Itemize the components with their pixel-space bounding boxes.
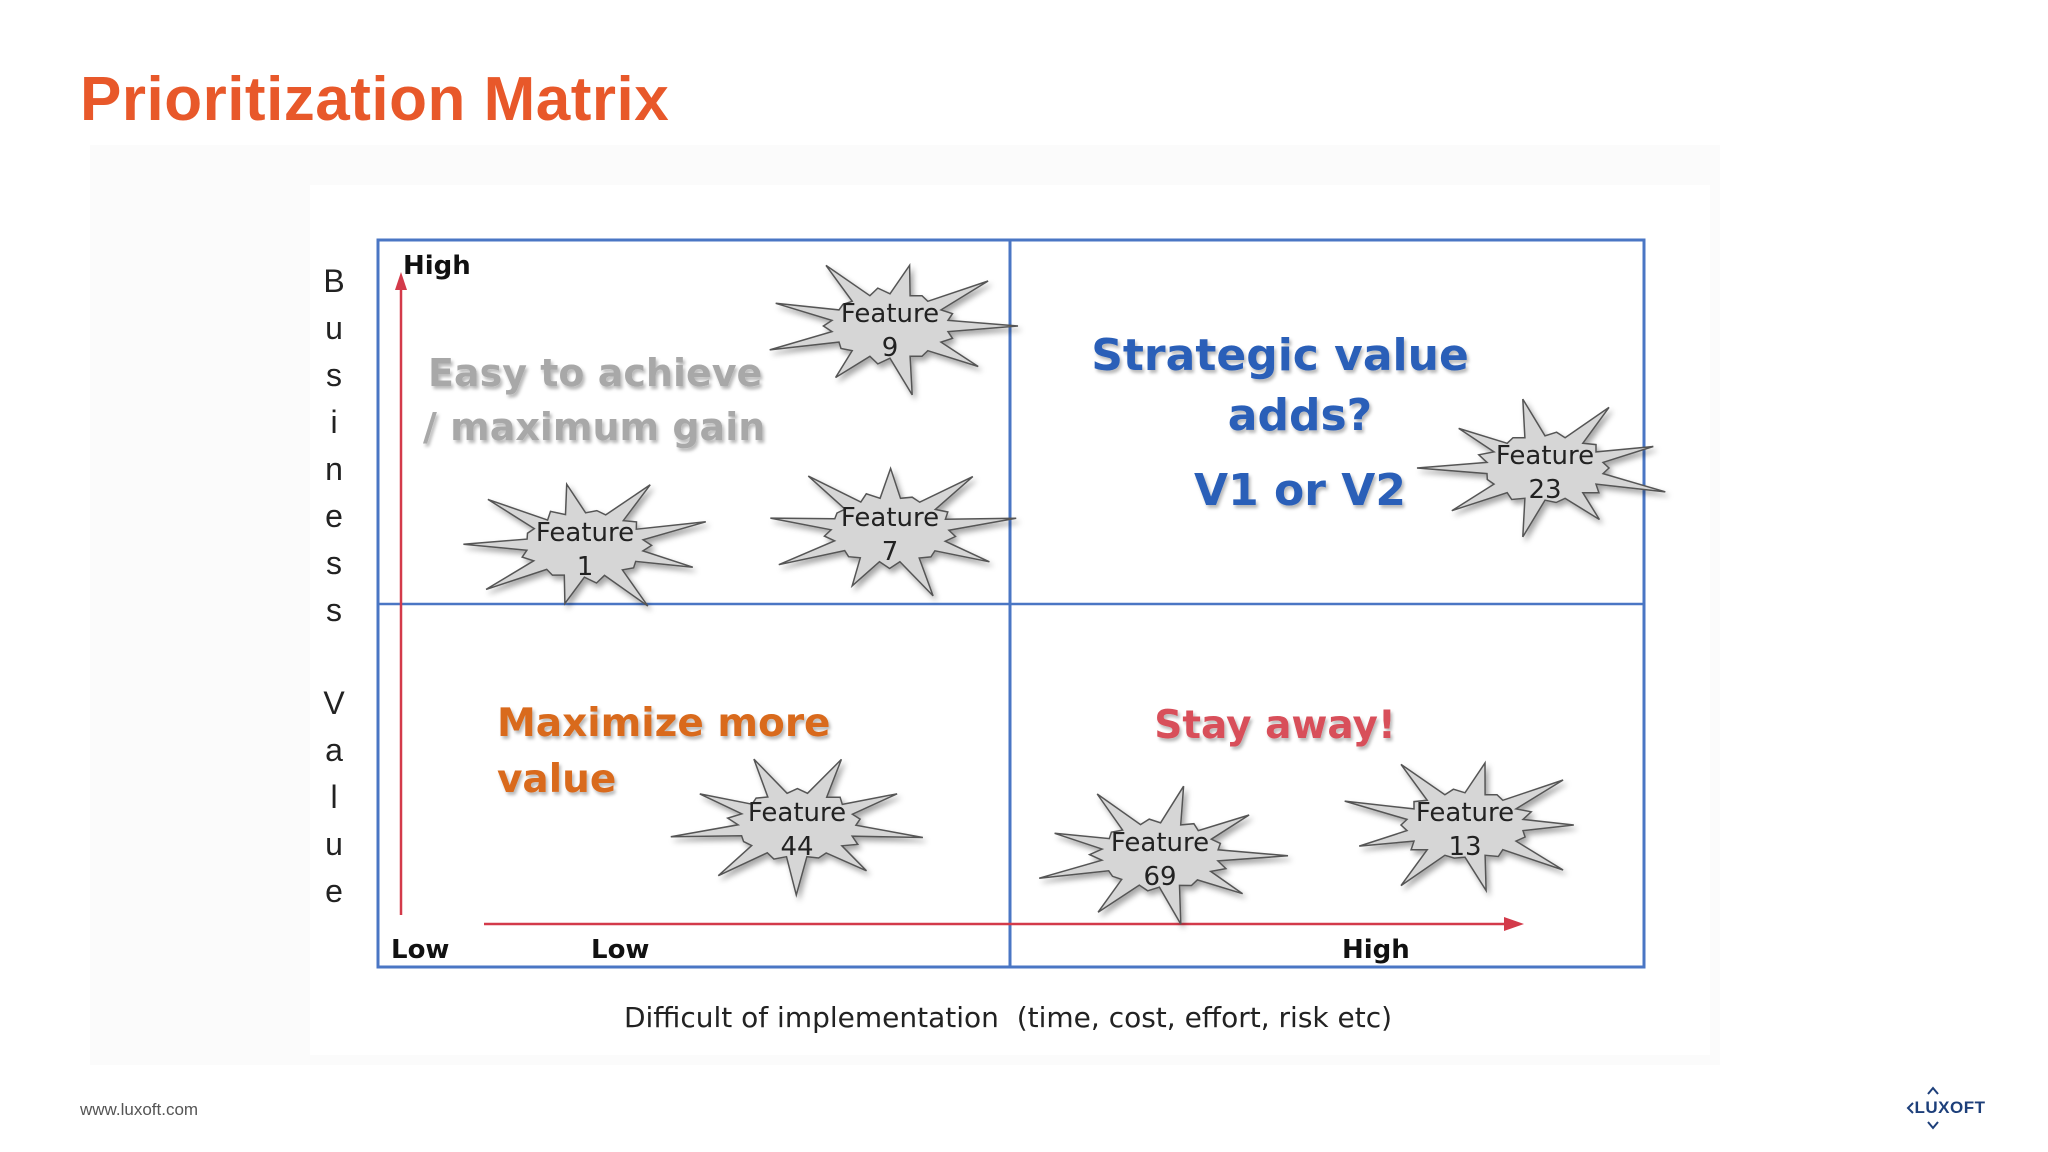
- starburst-shape: [769, 262, 1019, 396]
- y-axis-arrowhead: [395, 272, 407, 290]
- feature-starburst-23: Feature 23: [1416, 398, 1666, 538]
- feature-number: 1: [577, 552, 594, 582]
- feature-number: 44: [780, 832, 813, 862]
- quadrant-top-right-line-3: V1 or V2: [1194, 465, 1406, 516]
- feature-label: Feature: [841, 503, 939, 533]
- quadrant-top-left-line-1: Easy to achieve: [428, 351, 762, 395]
- feature-label: Feature: [1496, 441, 1594, 471]
- feature-label: Feature: [536, 518, 634, 548]
- quadrant-bottom-left-line-1: Maximize more: [497, 701, 831, 746]
- quadrant-bottom-left-line-2: value: [497, 757, 616, 802]
- feature-starbursts: Feature9Feature7Feature1Feature23Feature…: [463, 262, 1666, 925]
- logo-chevrons-icon: [1906, 1086, 1939, 1130]
- starburst-shape: [670, 758, 924, 898]
- footer-url[interactable]: www.luxoft.com: [80, 1100, 199, 1119]
- starburst-shape: [1416, 398, 1666, 538]
- feature-label: Feature: [841, 299, 939, 329]
- feature-starburst-44: Feature 44: [670, 758, 924, 898]
- feature-starburst-7: Feature 7: [770, 466, 1017, 597]
- feature-number: 9: [882, 333, 899, 363]
- x-high-label: High: [1342, 935, 1410, 965]
- x-low-label: Low: [591, 935, 649, 965]
- feature-label: Feature: [748, 798, 846, 828]
- slide-title: Prioritization Matrix: [80, 65, 670, 134]
- x-axis-arrowhead: [1504, 917, 1524, 931]
- feature-label: Feature: [1111, 828, 1209, 858]
- quadrant-top-right-line-2: adds?: [1228, 390, 1372, 441]
- starburst-shape: [463, 481, 707, 607]
- feature-starburst-13: Feature 13: [1344, 760, 1574, 894]
- luxoft-logo: LUXOFT: [1905, 1085, 1995, 1131]
- feature-number: 13: [1448, 832, 1481, 862]
- feature-starburst-9: Feature 9: [769, 262, 1019, 396]
- quadrant-bottom-right-label: Stay away!: [1154, 703, 1396, 748]
- feature-number: 7: [882, 537, 899, 567]
- feature-starburst-69: Feature 69: [1038, 785, 1289, 925]
- feature-number: 69: [1143, 862, 1176, 892]
- quadrant-top-right-line-1: Strategic value: [1091, 330, 1469, 381]
- feature-label: Feature: [1416, 798, 1514, 828]
- feature-number: 23: [1528, 475, 1561, 505]
- quadrant-top-left-line-2: / maximum gain: [423, 405, 765, 449]
- feature-starburst-1: Feature 1: [463, 481, 707, 607]
- logo-text: LUXOFT: [1914, 1098, 1986, 1117]
- y-high-label: High: [403, 251, 471, 281]
- x-axis-title: Difficult of implementation (time, cost,…: [624, 1001, 1392, 1034]
- starburst-shape: [1038, 785, 1289, 925]
- y-low-label: Low: [391, 935, 449, 965]
- starburst-shape: [770, 466, 1017, 597]
- starburst-shape: [1344, 760, 1574, 894]
